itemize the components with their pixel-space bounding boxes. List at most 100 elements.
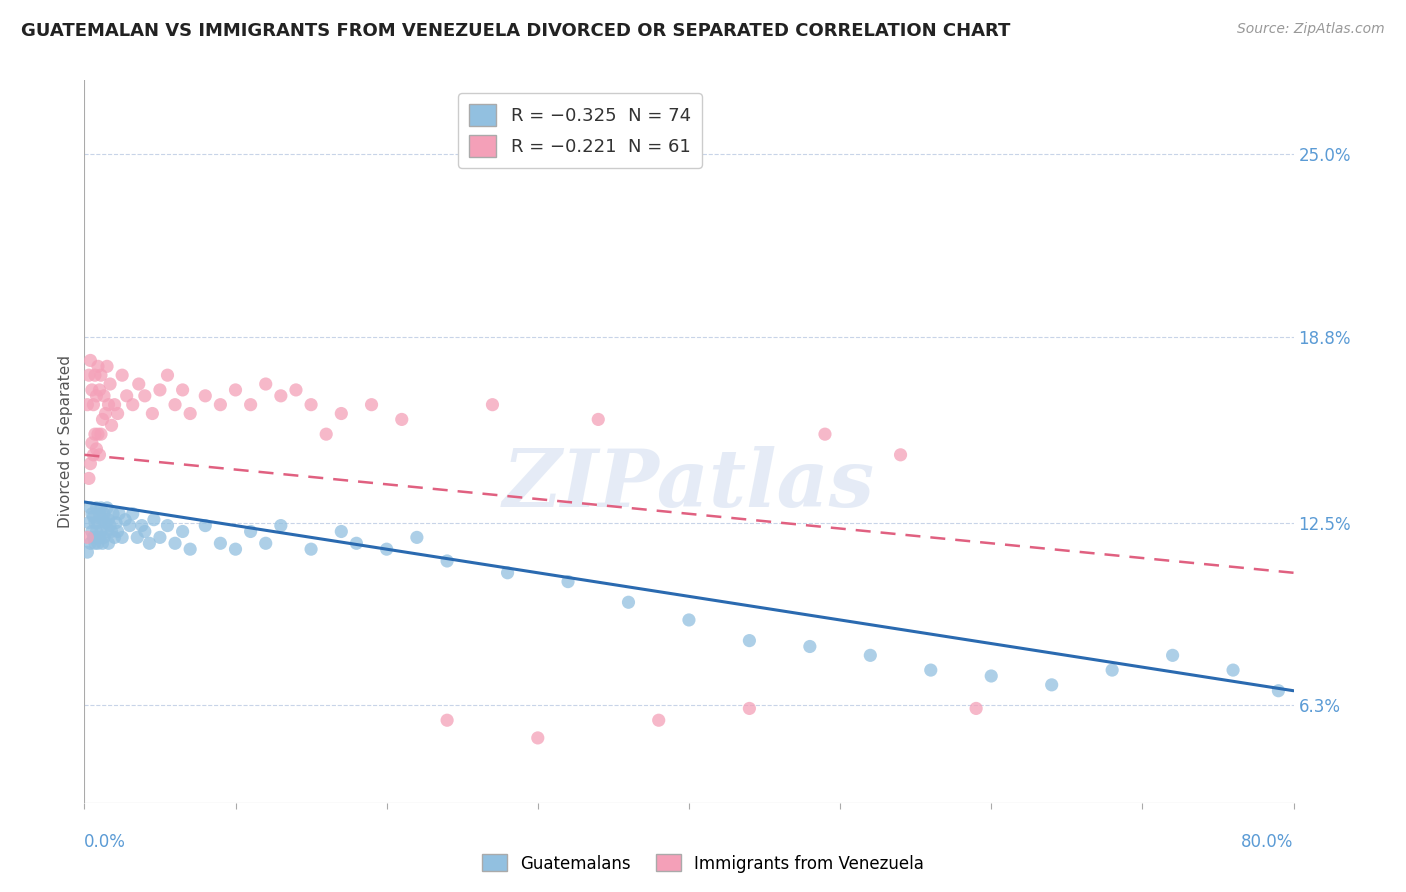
Point <box>82 530 104 544</box>
Point <box>149 383 172 397</box>
Point <box>101 507 124 521</box>
Point <box>89 530 111 544</box>
Point <box>225 542 247 557</box>
Point <box>1161 648 1184 663</box>
Point <box>270 518 292 533</box>
Point <box>127 530 149 544</box>
Point <box>194 518 217 533</box>
Point <box>86 389 108 403</box>
Point <box>90 524 112 539</box>
Point <box>89 507 111 521</box>
Point <box>91 412 114 426</box>
Point <box>156 518 179 533</box>
Point <box>481 398 503 412</box>
Point <box>330 524 353 539</box>
Point <box>156 368 179 383</box>
Point <box>98 518 121 533</box>
Point <box>375 542 398 557</box>
Point <box>814 427 837 442</box>
Point <box>86 524 108 539</box>
Point <box>107 407 129 421</box>
Point <box>96 500 118 515</box>
Point <box>89 383 111 397</box>
Point <box>285 383 308 397</box>
Point <box>76 545 98 559</box>
Point <box>80 383 103 397</box>
Point <box>97 536 120 550</box>
Point <box>346 536 368 550</box>
Text: 80.0%: 80.0% <box>1241 833 1294 851</box>
Point <box>209 398 232 412</box>
Point <box>179 542 201 557</box>
Point <box>121 398 143 412</box>
Point <box>87 359 110 374</box>
Point <box>98 377 121 392</box>
Point <box>90 427 112 442</box>
Point <box>111 530 134 544</box>
Text: 0.0%: 0.0% <box>84 833 127 851</box>
Point <box>172 524 194 539</box>
Point <box>76 530 98 544</box>
Point <box>94 516 117 530</box>
Point <box>138 536 160 550</box>
Point <box>617 595 640 609</box>
Point <box>97 513 120 527</box>
Point <box>93 530 115 544</box>
Point <box>79 353 101 368</box>
Point <box>90 500 112 515</box>
Point <box>648 713 671 727</box>
Point <box>79 500 101 515</box>
Point <box>436 713 458 727</box>
Point <box>239 398 262 412</box>
Point <box>315 427 337 442</box>
Text: ZIPatlas: ZIPatlas <box>503 446 875 524</box>
Legend: R = −0.325  N = 74, R = −0.221  N = 61: R = −0.325 N = 74, R = −0.221 N = 61 <box>458 93 702 168</box>
Point <box>91 536 114 550</box>
Point <box>859 648 882 663</box>
Point <box>360 398 382 412</box>
Point <box>980 669 1002 683</box>
Point <box>84 516 107 530</box>
Point <box>84 427 107 442</box>
Point <box>134 524 156 539</box>
Point <box>527 731 550 745</box>
Point <box>270 389 292 403</box>
Point <box>91 513 114 527</box>
Point <box>96 359 118 374</box>
Point <box>330 407 353 421</box>
Point <box>141 407 163 421</box>
Text: Source: ZipAtlas.com: Source: ZipAtlas.com <box>1237 22 1385 37</box>
Point <box>93 507 115 521</box>
Point <box>94 407 117 421</box>
Point <box>80 507 103 521</box>
Point <box>678 613 700 627</box>
Point <box>77 516 100 530</box>
Point <box>299 398 322 412</box>
Point <box>131 518 153 533</box>
Point <box>142 513 165 527</box>
Point <box>97 398 120 412</box>
Point <box>118 518 141 533</box>
Point <box>496 566 519 580</box>
Point <box>557 574 579 589</box>
Point <box>108 507 131 521</box>
Point <box>79 457 101 471</box>
Point <box>254 377 277 392</box>
Point <box>84 368 107 383</box>
Point <box>920 663 942 677</box>
Point <box>77 471 100 485</box>
Point <box>1040 678 1063 692</box>
Point <box>890 448 912 462</box>
Point <box>128 377 150 392</box>
Point <box>165 398 187 412</box>
Point <box>172 383 194 397</box>
Point <box>80 524 103 539</box>
Point <box>100 524 122 539</box>
Point <box>87 516 110 530</box>
Point <box>87 427 110 442</box>
Point <box>76 398 98 412</box>
Point <box>254 536 277 550</box>
Point <box>149 530 172 544</box>
Point <box>209 536 232 550</box>
Text: GUATEMALAN VS IMMIGRANTS FROM VENEZUELA DIVORCED OR SEPARATED CORRELATION CHART: GUATEMALAN VS IMMIGRANTS FROM VENEZUELA … <box>21 22 1011 40</box>
